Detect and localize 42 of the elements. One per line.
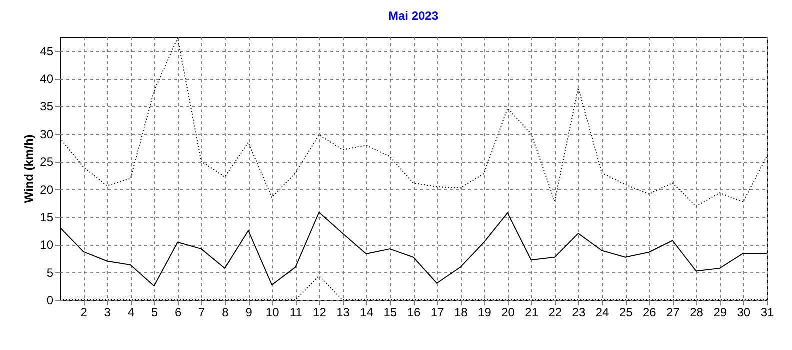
y-tick-label: 45 <box>40 44 54 58</box>
x-tick-label: 15 <box>384 306 398 320</box>
y-tick-label: 0 <box>46 294 54 308</box>
x-tick-label: 18 <box>454 306 468 320</box>
x-tick-label: 5 <box>151 306 158 320</box>
y-tick-label: 15 <box>40 210 54 224</box>
x-tick-label: 12 <box>313 306 327 320</box>
y-tick-label: 10 <box>40 238 54 252</box>
y-tick-label: 25 <box>40 155 54 170</box>
x-tick-label: 28 <box>690 306 704 320</box>
x-tick-label: 16 <box>407 306 421 320</box>
chart-title: Mai 2023 <box>388 9 439 23</box>
y-tick-label: 20 <box>40 182 54 197</box>
x-tick-label: 10 <box>266 306 280 320</box>
y-tick-label: 40 <box>40 72 54 86</box>
y-tick-label: 30 <box>40 127 54 142</box>
x-tick-label: 31 <box>760 306 774 320</box>
x-tick-label: 30 <box>737 306 751 320</box>
x-tick-label: 20 <box>502 306 516 320</box>
x-tick-label: 2 <box>80 306 88 320</box>
x-tick-label: 3 <box>104 306 112 320</box>
x-tick-label: 26 <box>642 306 657 320</box>
x-tick-label: 8 <box>222 306 230 320</box>
x-tick-label: 21 <box>525 306 539 320</box>
x-tick-label: 17 <box>430 306 445 320</box>
x-tick-label: 25 <box>619 306 634 320</box>
y-tick-label: 5 <box>46 266 54 280</box>
x-tick-label: 24 <box>596 306 610 320</box>
x-tick-label: 27 <box>666 306 680 320</box>
x-tick-label: 22 <box>548 306 562 320</box>
x-tick-label: 6 <box>174 306 182 320</box>
y-axis-title: Wind (km/h) <box>22 134 36 204</box>
x-tick-label: 14 <box>360 306 374 320</box>
x-tick-label: 23 <box>572 306 586 320</box>
x-tick-label: 7 <box>198 306 206 320</box>
y-tick-label: 35 <box>40 100 54 114</box>
x-tick-label: 11 <box>290 306 303 320</box>
x-tick-label: 9 <box>246 306 253 320</box>
x-tick-label: 4 <box>128 306 135 320</box>
x-tick-label: 19 <box>478 306 492 320</box>
x-tick-label: 29 <box>714 306 728 320</box>
x-tick-label: 13 <box>336 306 350 320</box>
